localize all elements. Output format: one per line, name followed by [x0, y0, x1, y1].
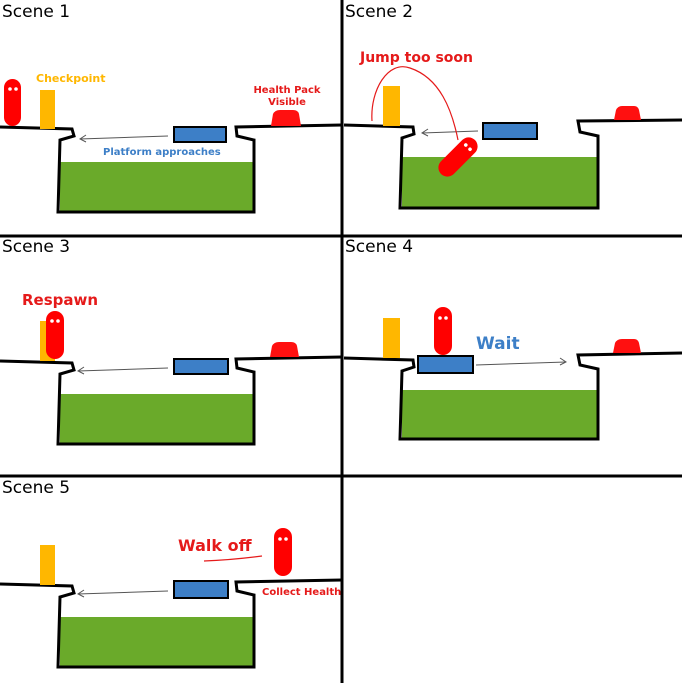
moving-platform [173, 580, 229, 599]
walk-stroke [203, 555, 263, 562]
scene-3-title: Scene 3 [2, 237, 70, 257]
checkpoint-flag [40, 90, 55, 129]
scene-3: Scene 3 Respawn [0, 237, 343, 446]
collect-label: Collect Health [262, 587, 341, 598]
player-eye [56, 319, 60, 323]
scene-1-title: Scene 1 [2, 2, 70, 22]
movement-arrow [77, 367, 169, 372]
liquid-pool [60, 617, 254, 667]
player-eye [444, 316, 448, 320]
jump-trajectory [371, 66, 459, 141]
player-character [46, 311, 64, 359]
arrow-head [79, 134, 87, 143]
player-character [4, 79, 21, 126]
liquid-pool [402, 157, 598, 207]
liquid-pool [60, 394, 254, 444]
scene-5: Scene 5 Walk off Collect Health [0, 478, 343, 669]
terrain-outline [343, 351, 682, 441]
scene-2: Scene 2 Jump too soon [343, 2, 682, 210]
terrain-outline [0, 578, 343, 669]
terrain-outline [0, 123, 343, 214]
health-pack [271, 110, 301, 126]
liquid-pool [402, 390, 598, 439]
arrow-head [559, 357, 567, 366]
jump-label: Jump too soon [359, 50, 473, 66]
terrain-outline [0, 355, 343, 446]
player-eye [8, 87, 12, 91]
moving-platform [173, 126, 227, 143]
scene-4-title: Scene 4 [345, 237, 413, 257]
movement-arrow [421, 130, 479, 134]
player-character [438, 137, 478, 177]
moving-platform [173, 358, 229, 375]
scene-1: Scene 1 Checkpoint Platform approaches H… [0, 2, 343, 214]
health-pack [270, 342, 299, 357]
arrow-head [421, 128, 429, 137]
player-character [274, 528, 292, 576]
arrow-head [77, 589, 85, 598]
checkpoint-flag [40, 545, 55, 585]
respawn-label: Respawn [22, 291, 98, 309]
player-eye [50, 319, 54, 323]
health-label-line2: Visible [268, 97, 306, 108]
liquid-pool [60, 162, 254, 212]
scene-2-title: Scene 2 [345, 2, 413, 22]
scene-5-title: Scene 5 [2, 478, 70, 498]
checkpoint-flag [383, 86, 400, 126]
health-pack [613, 339, 641, 353]
moving-platform [417, 355, 474, 374]
arrow-head [77, 366, 85, 375]
player-eye [284, 537, 288, 541]
health-label-line1: Health Pack [253, 85, 320, 96]
player-eye [438, 316, 442, 320]
checkpoint-flag [383, 318, 400, 358]
player-character [434, 307, 452, 355]
movement-arrow [475, 361, 567, 366]
player-eye [278, 537, 282, 541]
moving-platform [482, 122, 538, 140]
checkpoint-label: Checkpoint [36, 72, 106, 85]
platform-label: Platform approaches [103, 147, 221, 158]
player-eye [14, 87, 18, 91]
health-pack [614, 106, 641, 120]
wait-label: Wait [476, 334, 520, 354]
movement-arrow [77, 590, 169, 595]
walk-label: Walk off [178, 536, 253, 555]
movement-arrow [79, 135, 169, 140]
scene-4: Scene 4 Wait [343, 237, 682, 441]
terrain-outline [343, 118, 682, 210]
